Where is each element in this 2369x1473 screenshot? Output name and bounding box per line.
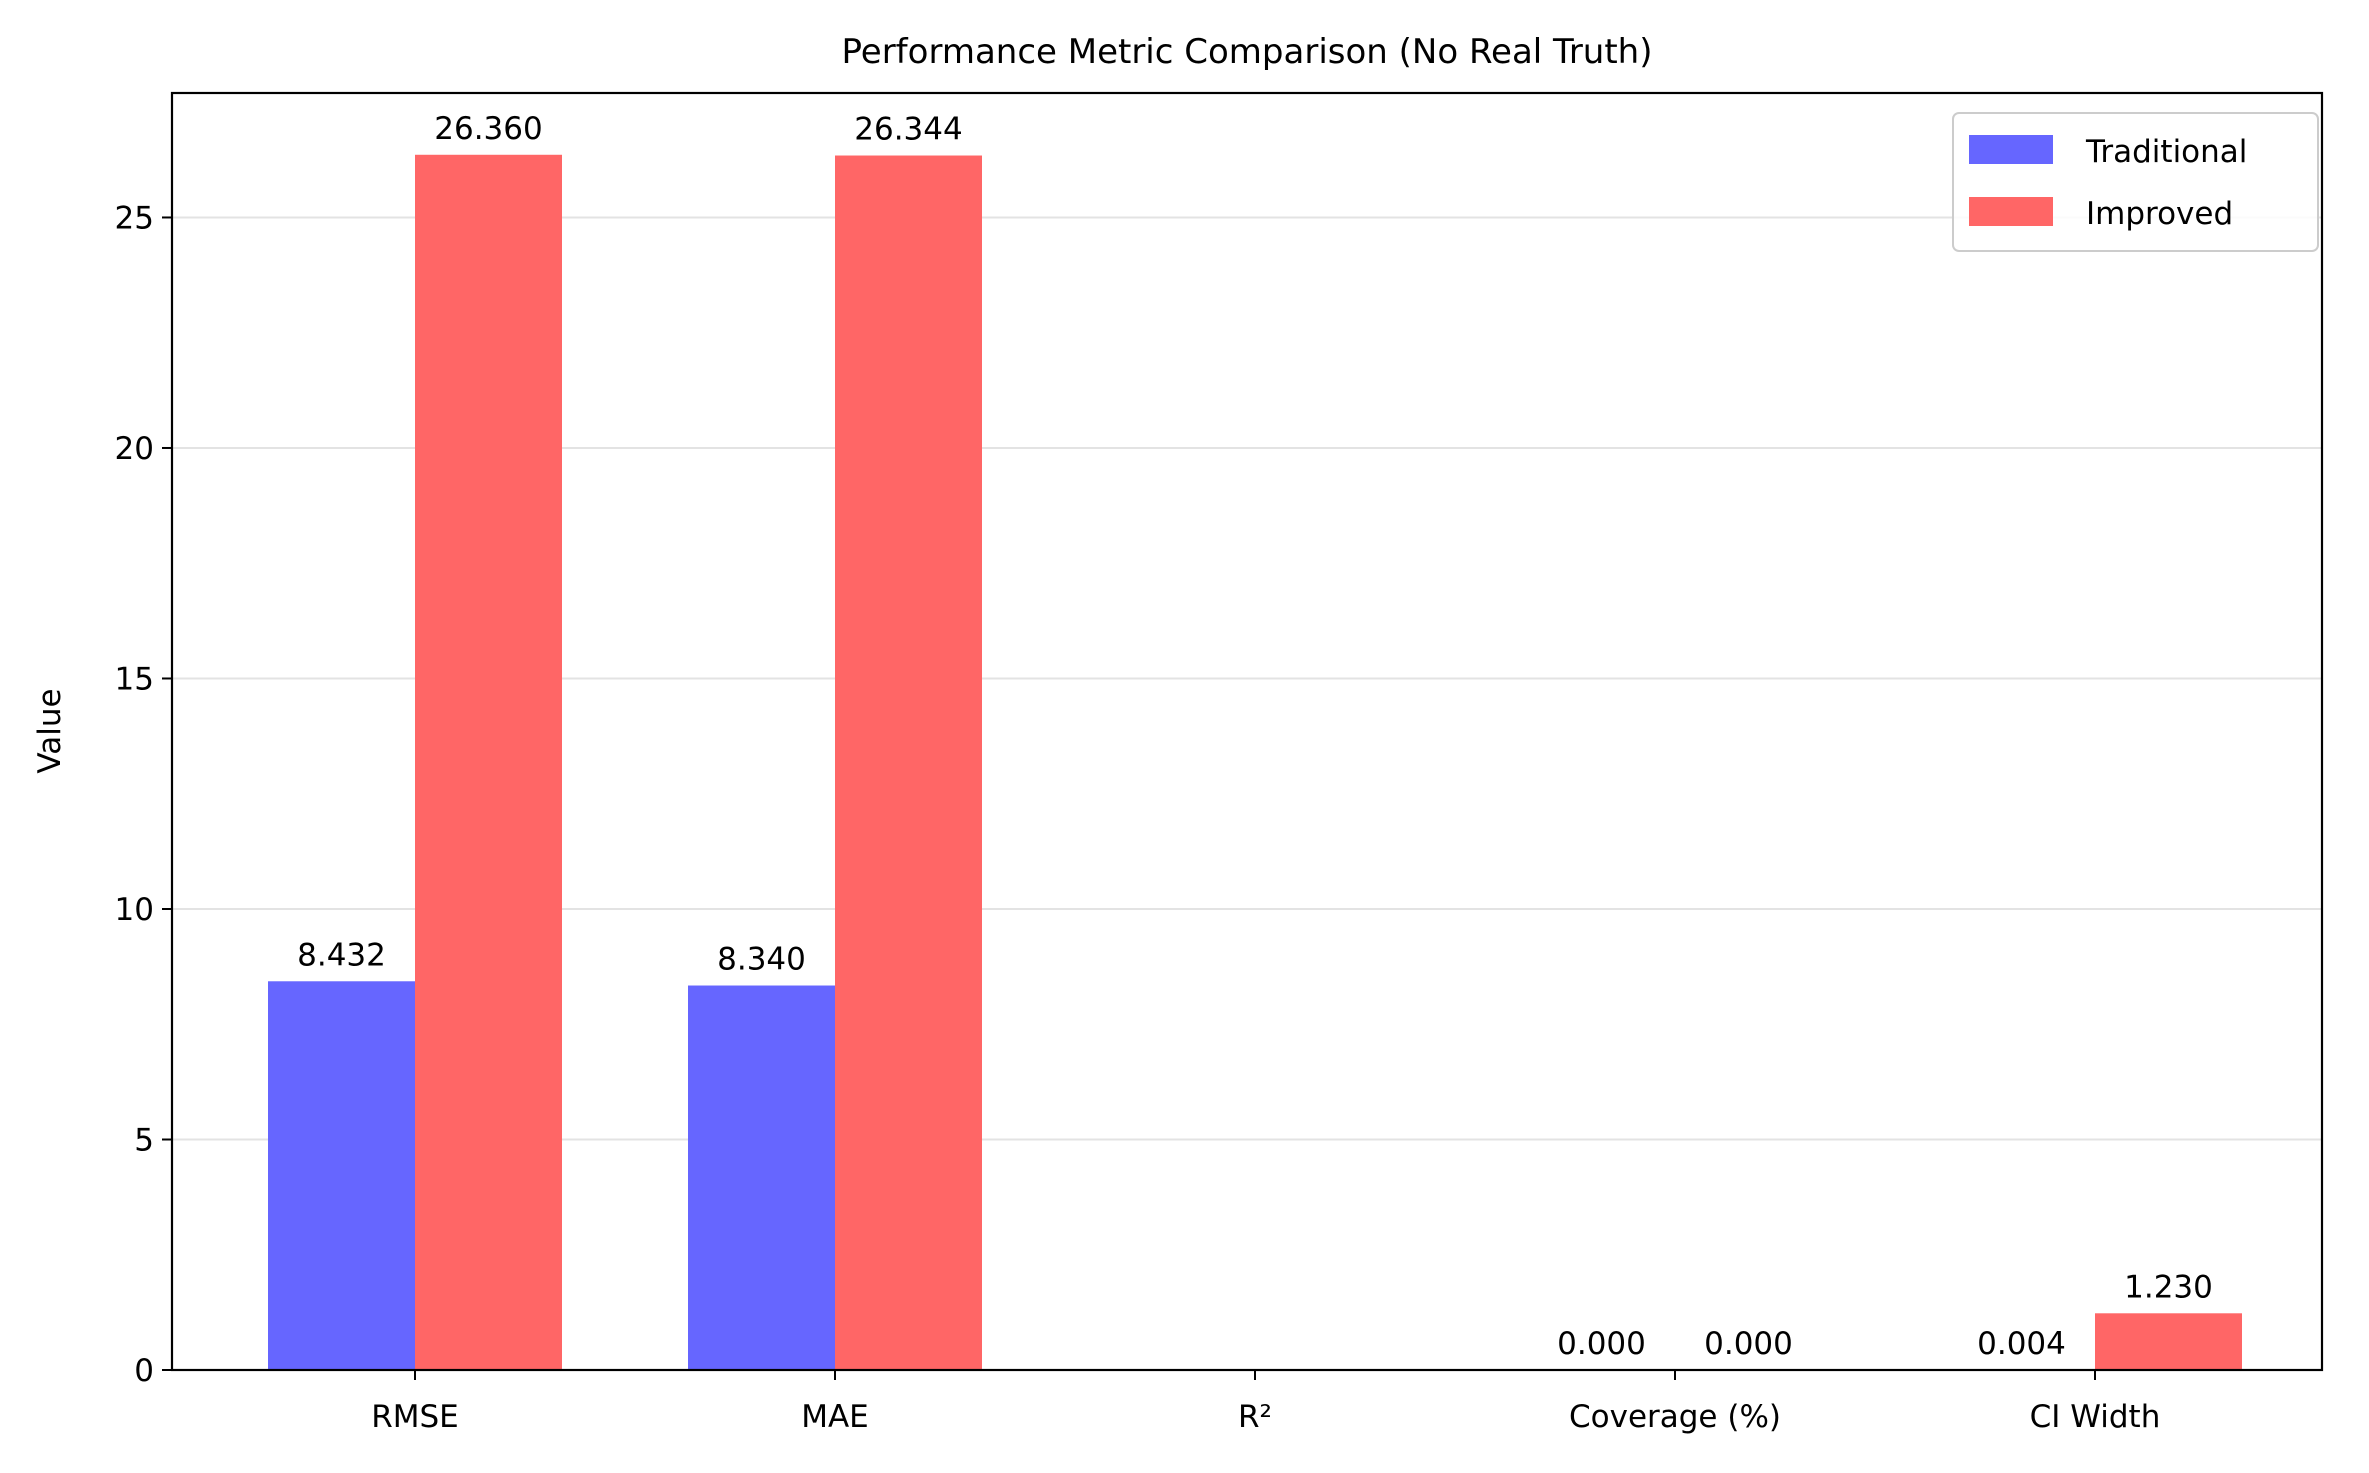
y-axis-label: Value xyxy=(32,688,68,773)
x-tick-label: Coverage (%) xyxy=(1569,1399,1781,1435)
bars xyxy=(268,154,2242,1371)
x-tick-label: CI Width xyxy=(2030,1399,2161,1435)
legend: Traditional Improved xyxy=(1952,112,2319,252)
data-label: 0.000 xyxy=(1557,1326,1646,1362)
data-label: 26.360 xyxy=(434,111,542,147)
data-label: 26.344 xyxy=(854,112,962,148)
bar-improved xyxy=(415,154,562,1371)
data-label: 8.340 xyxy=(717,942,806,978)
chart-title: Performance Metric Comparison (No Real T… xyxy=(841,32,1652,72)
y-tick-label: 10 xyxy=(115,892,154,928)
data-labels: 8.432 8.340 0.000 0.004 26.360 26.344 0.000 1.2… xyxy=(297,111,2213,1362)
y-tick-label: 25 xyxy=(115,200,154,236)
legend-label-traditional: Traditional xyxy=(2085,134,2247,170)
legend-swatch-improved xyxy=(1969,197,2053,226)
x-tick-label: R² xyxy=(1238,1399,1272,1435)
data-label: 0.000 xyxy=(1704,1326,1793,1362)
bar-improved xyxy=(2095,1313,2242,1370)
bar-traditional xyxy=(688,985,835,1370)
legend-label-improved: Improved xyxy=(2086,196,2233,232)
axis-ticks: 0 5 10 15 20 25 RMSE MAE R² Coverage (%) CI Width xyxy=(115,200,2161,1435)
x-tick-label: MAE xyxy=(801,1399,869,1435)
y-tick-label: 15 xyxy=(115,661,154,697)
y-tick-label: 20 xyxy=(115,431,154,467)
data-label: 1.230 xyxy=(2124,1269,2213,1305)
y-tick-label: 5 xyxy=(134,1122,154,1158)
bar-improved xyxy=(835,155,982,1370)
data-label: 0.004 xyxy=(1977,1326,2066,1362)
y-tick-label: 0 xyxy=(134,1353,154,1389)
legend-swatch-traditional xyxy=(1969,135,2053,164)
plot-frame xyxy=(170,91,2324,1372)
x-tick-label: RMSE xyxy=(371,1399,459,1435)
bar-traditional xyxy=(268,981,415,1370)
data-label: 8.432 xyxy=(297,937,386,973)
